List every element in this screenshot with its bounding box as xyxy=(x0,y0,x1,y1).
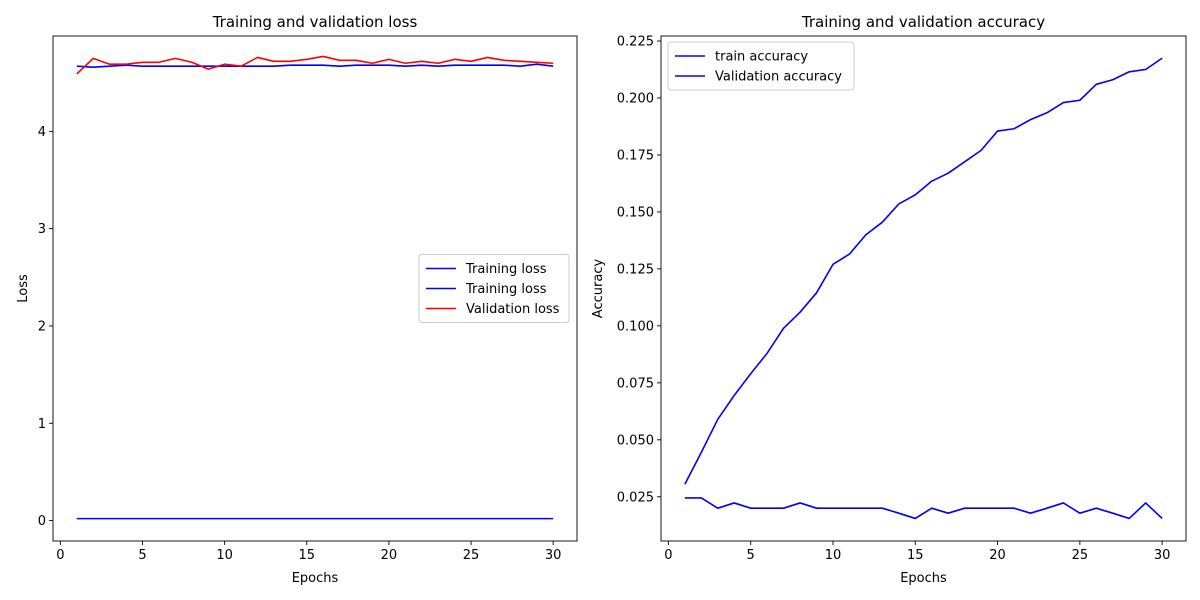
legend-label: Training loss xyxy=(465,282,547,297)
y-tick-label: 0.050 xyxy=(617,433,654,448)
x-tick-label: 30 xyxy=(545,548,562,563)
legend-box xyxy=(418,254,570,323)
x-tick-label: 0 xyxy=(56,548,64,563)
legend-box xyxy=(667,41,855,91)
series-line-0 xyxy=(684,57,1163,485)
y-tick-label: 3 xyxy=(38,222,46,237)
x-tick-label: 15 xyxy=(907,548,924,563)
y-tick-label: 0.075 xyxy=(617,376,654,391)
x-axis-label: Epochs xyxy=(292,571,339,586)
y-tick-label: 0.100 xyxy=(617,319,654,334)
x-tick-label: 20 xyxy=(989,548,1006,563)
series-line-1 xyxy=(684,497,1163,520)
y-tick-label: 0.200 xyxy=(617,91,654,106)
x-tick-label: 15 xyxy=(299,548,316,563)
y-axis-label: Loss xyxy=(16,274,31,303)
y-tick-label: 1 xyxy=(38,417,46,432)
y-axis-label: Accuracy xyxy=(591,259,606,319)
y-tick-label: 0.125 xyxy=(617,262,654,277)
x-tick-label: 25 xyxy=(463,548,480,563)
x-tick-label: 5 xyxy=(138,548,146,563)
chart-title: Training and validation loss xyxy=(212,13,418,31)
legend: Training loss Training loss Validation los… xyxy=(418,254,570,323)
x-tick-label: 5 xyxy=(747,548,755,563)
axes-frame xyxy=(660,35,1187,542)
x-tick-label: 30 xyxy=(1154,548,1171,563)
y-tick-label: 0.150 xyxy=(617,205,654,220)
y-tick-label: 0.025 xyxy=(617,490,654,505)
y-tick-label: 0 xyxy=(38,514,46,529)
y-tick-label: 4 xyxy=(38,125,46,140)
accuracy-chart-panel: Training and validation accuracy 0 5 10 15 20… xyxy=(591,13,1187,586)
x-tick-label: 10 xyxy=(825,548,842,563)
legend-label: Training loss xyxy=(465,262,547,277)
legend-label: Validation loss xyxy=(466,302,560,317)
x-tick-label: 25 xyxy=(1072,548,1089,563)
axes-frame xyxy=(52,35,578,542)
series-line-0 xyxy=(76,63,554,68)
y-tick-label: 2 xyxy=(38,319,46,334)
x-tick-label: 0 xyxy=(664,548,672,563)
y-tick-label: 0.175 xyxy=(617,148,654,163)
x-tick-label: 20 xyxy=(381,548,398,563)
chart-title: Training and validation accuracy xyxy=(801,13,1045,31)
legend-label: train accuracy xyxy=(715,50,808,65)
y-tick-label: 0.225 xyxy=(617,35,654,50)
series-line-2 xyxy=(76,55,554,75)
legend-label: Validation accuracy xyxy=(715,70,842,85)
x-axis-label: Epochs xyxy=(900,571,947,586)
legend: train accuracy Validation accuracy xyxy=(667,41,855,91)
x-tick-label: 10 xyxy=(216,548,233,563)
